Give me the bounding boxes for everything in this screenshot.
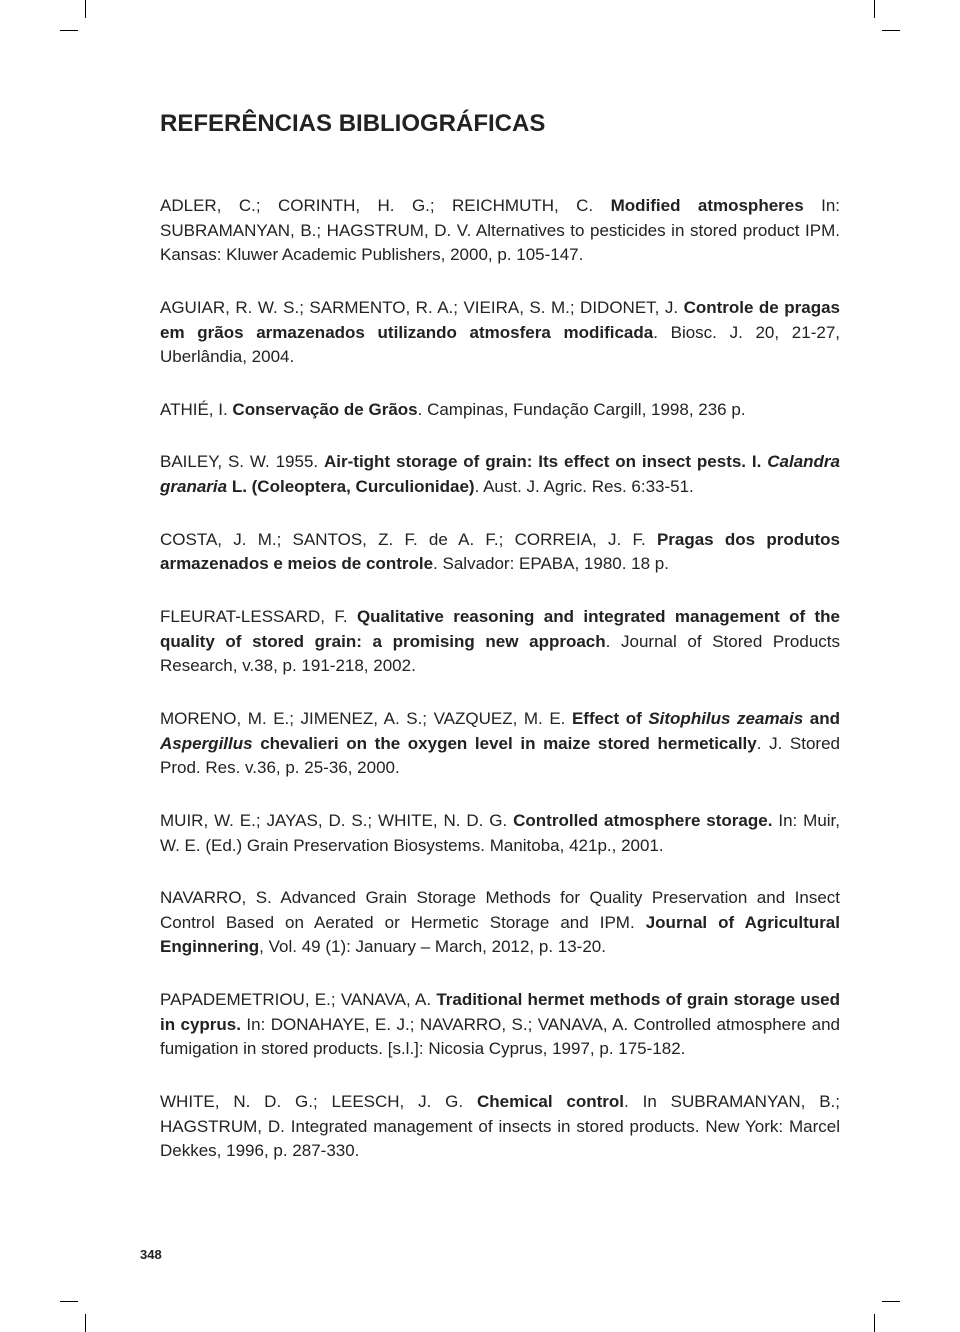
crop-mark	[85, 0, 86, 18]
reference-entry: MORENO, M. E.; JIMENEZ, A. S.; VAZQUEZ, …	[160, 707, 840, 781]
crop-mark	[85, 1314, 86, 1332]
reference-entry: ADLER, C.; CORINTH, H. G.; REICHMUTH, C.…	[160, 194, 840, 268]
page-content: REFERÊNCIAS BIBLIOGRÁFICAS ADLER, C.; CO…	[160, 110, 840, 1192]
reference-entry: COSTA, J. M.; SANTOS, Z. F. de A. F.; CO…	[160, 528, 840, 577]
crop-mark	[882, 1301, 900, 1302]
section-title: REFERÊNCIAS BIBLIOGRÁFICAS	[160, 110, 840, 138]
reference-entry: ATHIÉ, I. Conservação de Grãos. Campinas…	[160, 398, 840, 423]
reference-entry: WHITE, N. D. G.; LEESCH, J. G. Chemical …	[160, 1090, 840, 1164]
reference-entry: AGUIAR, R. W. S.; SARMENTO, R. A.; VIEIR…	[160, 296, 840, 370]
reference-entry: NAVARRO, S. Advanced Grain Storage Metho…	[160, 886, 840, 960]
reference-entry: FLEURAT-LESSARD, F. Qualitative reasonin…	[160, 605, 840, 679]
crop-mark	[874, 1314, 875, 1332]
crop-mark	[60, 30, 78, 31]
reference-entry: MUIR, W. E.; JAYAS, D. S.; WHITE, N. D. …	[160, 809, 840, 858]
page-number: 348	[140, 1247, 162, 1262]
crop-mark	[874, 0, 875, 18]
crop-mark	[60, 1301, 78, 1302]
reference-entry: PAPADEMETRIOU, E.; VANAVA, A. Traditiona…	[160, 988, 840, 1062]
reference-entry: BAILEY, S. W. 1955. Air-tight storage of…	[160, 450, 840, 499]
crop-mark	[882, 30, 900, 31]
references-list: ADLER, C.; CORINTH, H. G.; REICHMUTH, C.…	[160, 194, 840, 1164]
